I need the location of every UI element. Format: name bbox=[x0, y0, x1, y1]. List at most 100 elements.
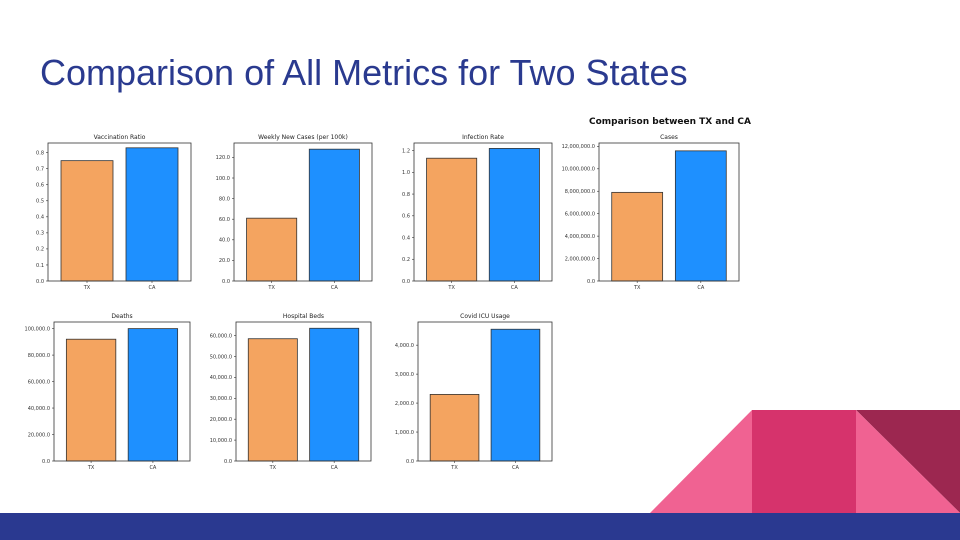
bar-ca bbox=[488, 148, 540, 282]
y-tick-label: 40.0 bbox=[219, 238, 230, 244]
axes-frame bbox=[598, 142, 740, 282]
x-tick-label: CA bbox=[512, 465, 519, 471]
x-tick-label: TX bbox=[447, 285, 455, 291]
chart-hospital-beds: Hospital Beds TX CA 0.0 10,000.0 20,000.0 30,0… bbox=[210, 313, 372, 471]
bar-ca bbox=[308, 148, 360, 282]
y-tick-label: 0.0 bbox=[42, 459, 50, 465]
chart-cases: Cases TX CA 0.0 2,000,000.0 4,000,000.0 6,000,… bbox=[562, 134, 740, 291]
y-tick-label: 40,000.0 bbox=[210, 375, 232, 381]
y-tick-label: 100.0 bbox=[216, 176, 230, 182]
bar-tx bbox=[247, 338, 298, 462]
x-tick-label: CA bbox=[697, 285, 704, 291]
chart-title: Hospital Beds bbox=[283, 313, 324, 320]
bar-tx bbox=[611, 191, 664, 282]
y-tick-label: 40,000.0 bbox=[28, 406, 50, 412]
y-tick-label: 0.8 bbox=[402, 192, 410, 198]
bar-ca bbox=[674, 150, 727, 282]
x-tick-label: TX bbox=[267, 285, 275, 291]
bar-tx bbox=[60, 160, 114, 282]
y-tick-label: 0.0 bbox=[406, 459, 414, 465]
footer-bar bbox=[0, 513, 960, 540]
y-tick-label: 3,000.0 bbox=[395, 372, 414, 378]
axes-frame bbox=[235, 321, 372, 462]
y-tick-label: 10,000.0 bbox=[210, 438, 232, 444]
y-tick-label: 1,000.0 bbox=[395, 430, 414, 436]
x-tick-label: TX bbox=[633, 285, 641, 291]
decor-magenta-block bbox=[752, 410, 856, 513]
y-tick-label: 30,000.0 bbox=[210, 396, 232, 402]
bar-ca bbox=[490, 328, 541, 462]
y-tick-label: 1.2 bbox=[402, 148, 410, 154]
y-tick-label: 0.5 bbox=[36, 199, 44, 205]
y-tick-label: 0.8 bbox=[36, 150, 44, 156]
chart-infection-rate: Infection Rate TX CA 0.0 0.2 0.4 0.6 0.8 1.0 1.2 bbox=[402, 134, 553, 291]
x-tick-label: TX bbox=[450, 465, 458, 471]
y-tick-label: 0.4 bbox=[402, 235, 410, 241]
axes-frame bbox=[47, 142, 192, 282]
y-tick-label: 0.0 bbox=[36, 279, 44, 285]
corner-decoration bbox=[650, 410, 960, 513]
chart-weekly-new-cases: Weekly New Cases (per 100k) TX CA 0.0 20.0 40… bbox=[216, 134, 373, 291]
y-tick-label: 20,000.0 bbox=[210, 417, 232, 423]
chart-deaths: Deaths TX CA 0.0 20,000.0 40,000.0 60,000.0 80,… bbox=[25, 313, 191, 471]
x-tick-label: CA bbox=[331, 285, 338, 291]
y-tick-label: 10,000,000.0 bbox=[562, 167, 595, 173]
chart-title: Deaths bbox=[111, 313, 132, 320]
x-tick-label: CA bbox=[511, 285, 518, 291]
y-tick-label: 50,000.0 bbox=[210, 354, 232, 360]
chart-title: Vaccination Ratio bbox=[94, 134, 146, 141]
figure-title: Comparison between TX and CA bbox=[588, 117, 752, 127]
bar-tx bbox=[429, 393, 480, 462]
y-tick-label: 60.0 bbox=[219, 217, 230, 223]
bar-tx bbox=[65, 338, 117, 462]
y-tick-label: 0.2 bbox=[36, 247, 44, 253]
chart-covid-icu-usage: Covid ICU Usage TX CA 0.0 1,000.0 2,000.0 3,00… bbox=[395, 313, 553, 471]
decor-pink-wedge bbox=[856, 410, 960, 513]
axes-frame bbox=[53, 321, 191, 462]
y-tick-label: 0.0 bbox=[587, 279, 595, 285]
chart-title: Weekly New Cases (per 100k) bbox=[258, 134, 348, 141]
bar-ca bbox=[125, 147, 179, 282]
y-tick-label: 2,000,000.0 bbox=[565, 256, 595, 262]
y-tick-label: 0.0 bbox=[222, 279, 230, 285]
y-tick-label: 0.3 bbox=[36, 231, 44, 237]
y-tick-label: 4,000.0 bbox=[395, 343, 414, 349]
chart-title: Covid ICU Usage bbox=[460, 313, 510, 320]
y-tick-label: 20,000.0 bbox=[28, 432, 50, 438]
y-tick-label: 0.4 bbox=[36, 215, 44, 221]
x-tick-label: CA bbox=[331, 465, 338, 471]
decor-pink-triangle bbox=[650, 410, 752, 513]
y-tick-label: 120.0 bbox=[216, 155, 230, 161]
y-tick-label: 2,000.0 bbox=[395, 401, 414, 407]
chart-vaccination-ratio: Vaccination Ratio TX CA 0.0 0.1 0.2 0.3 0.4 0.5 0… bbox=[36, 134, 192, 291]
y-tick-label: 0.0 bbox=[224, 459, 232, 465]
chart-title: Infection Rate bbox=[462, 134, 504, 141]
y-tick-label: 4,000,000.0 bbox=[565, 234, 595, 240]
bar-ca bbox=[309, 327, 360, 462]
y-tick-label: 1.0 bbox=[402, 170, 410, 176]
y-tick-label: 6,000,000.0 bbox=[565, 211, 595, 217]
bar-ca bbox=[127, 328, 179, 462]
y-tick-label: 8,000,000.0 bbox=[565, 189, 595, 195]
y-tick-label: 0.0 bbox=[402, 279, 410, 285]
x-tick-label: CA bbox=[149, 465, 156, 471]
bar-tx bbox=[246, 217, 298, 282]
y-tick-label: 60,000.0 bbox=[28, 379, 50, 385]
y-tick-label: 0.2 bbox=[402, 257, 410, 263]
x-tick-label: TX bbox=[83, 285, 91, 291]
y-tick-label: 60,000.0 bbox=[210, 333, 232, 339]
axes-frame bbox=[417, 321, 553, 462]
slide-title: Comparison of All Metrics for Two States bbox=[40, 52, 688, 93]
bar-tx bbox=[426, 157, 478, 282]
y-tick-label: 0.6 bbox=[36, 183, 44, 189]
axes-frame bbox=[413, 142, 553, 282]
chart-title: Cases bbox=[660, 134, 678, 141]
y-tick-label: 0.1 bbox=[36, 263, 44, 269]
y-tick-label: 0.6 bbox=[402, 214, 410, 220]
x-tick-label: CA bbox=[149, 285, 156, 291]
y-tick-label: 0.7 bbox=[36, 166, 44, 172]
y-tick-label: 80,000.0 bbox=[28, 353, 50, 359]
x-tick-label: TX bbox=[269, 465, 277, 471]
x-tick-label: TX bbox=[87, 465, 95, 471]
y-tick-label: 100,000.0 bbox=[25, 326, 50, 332]
